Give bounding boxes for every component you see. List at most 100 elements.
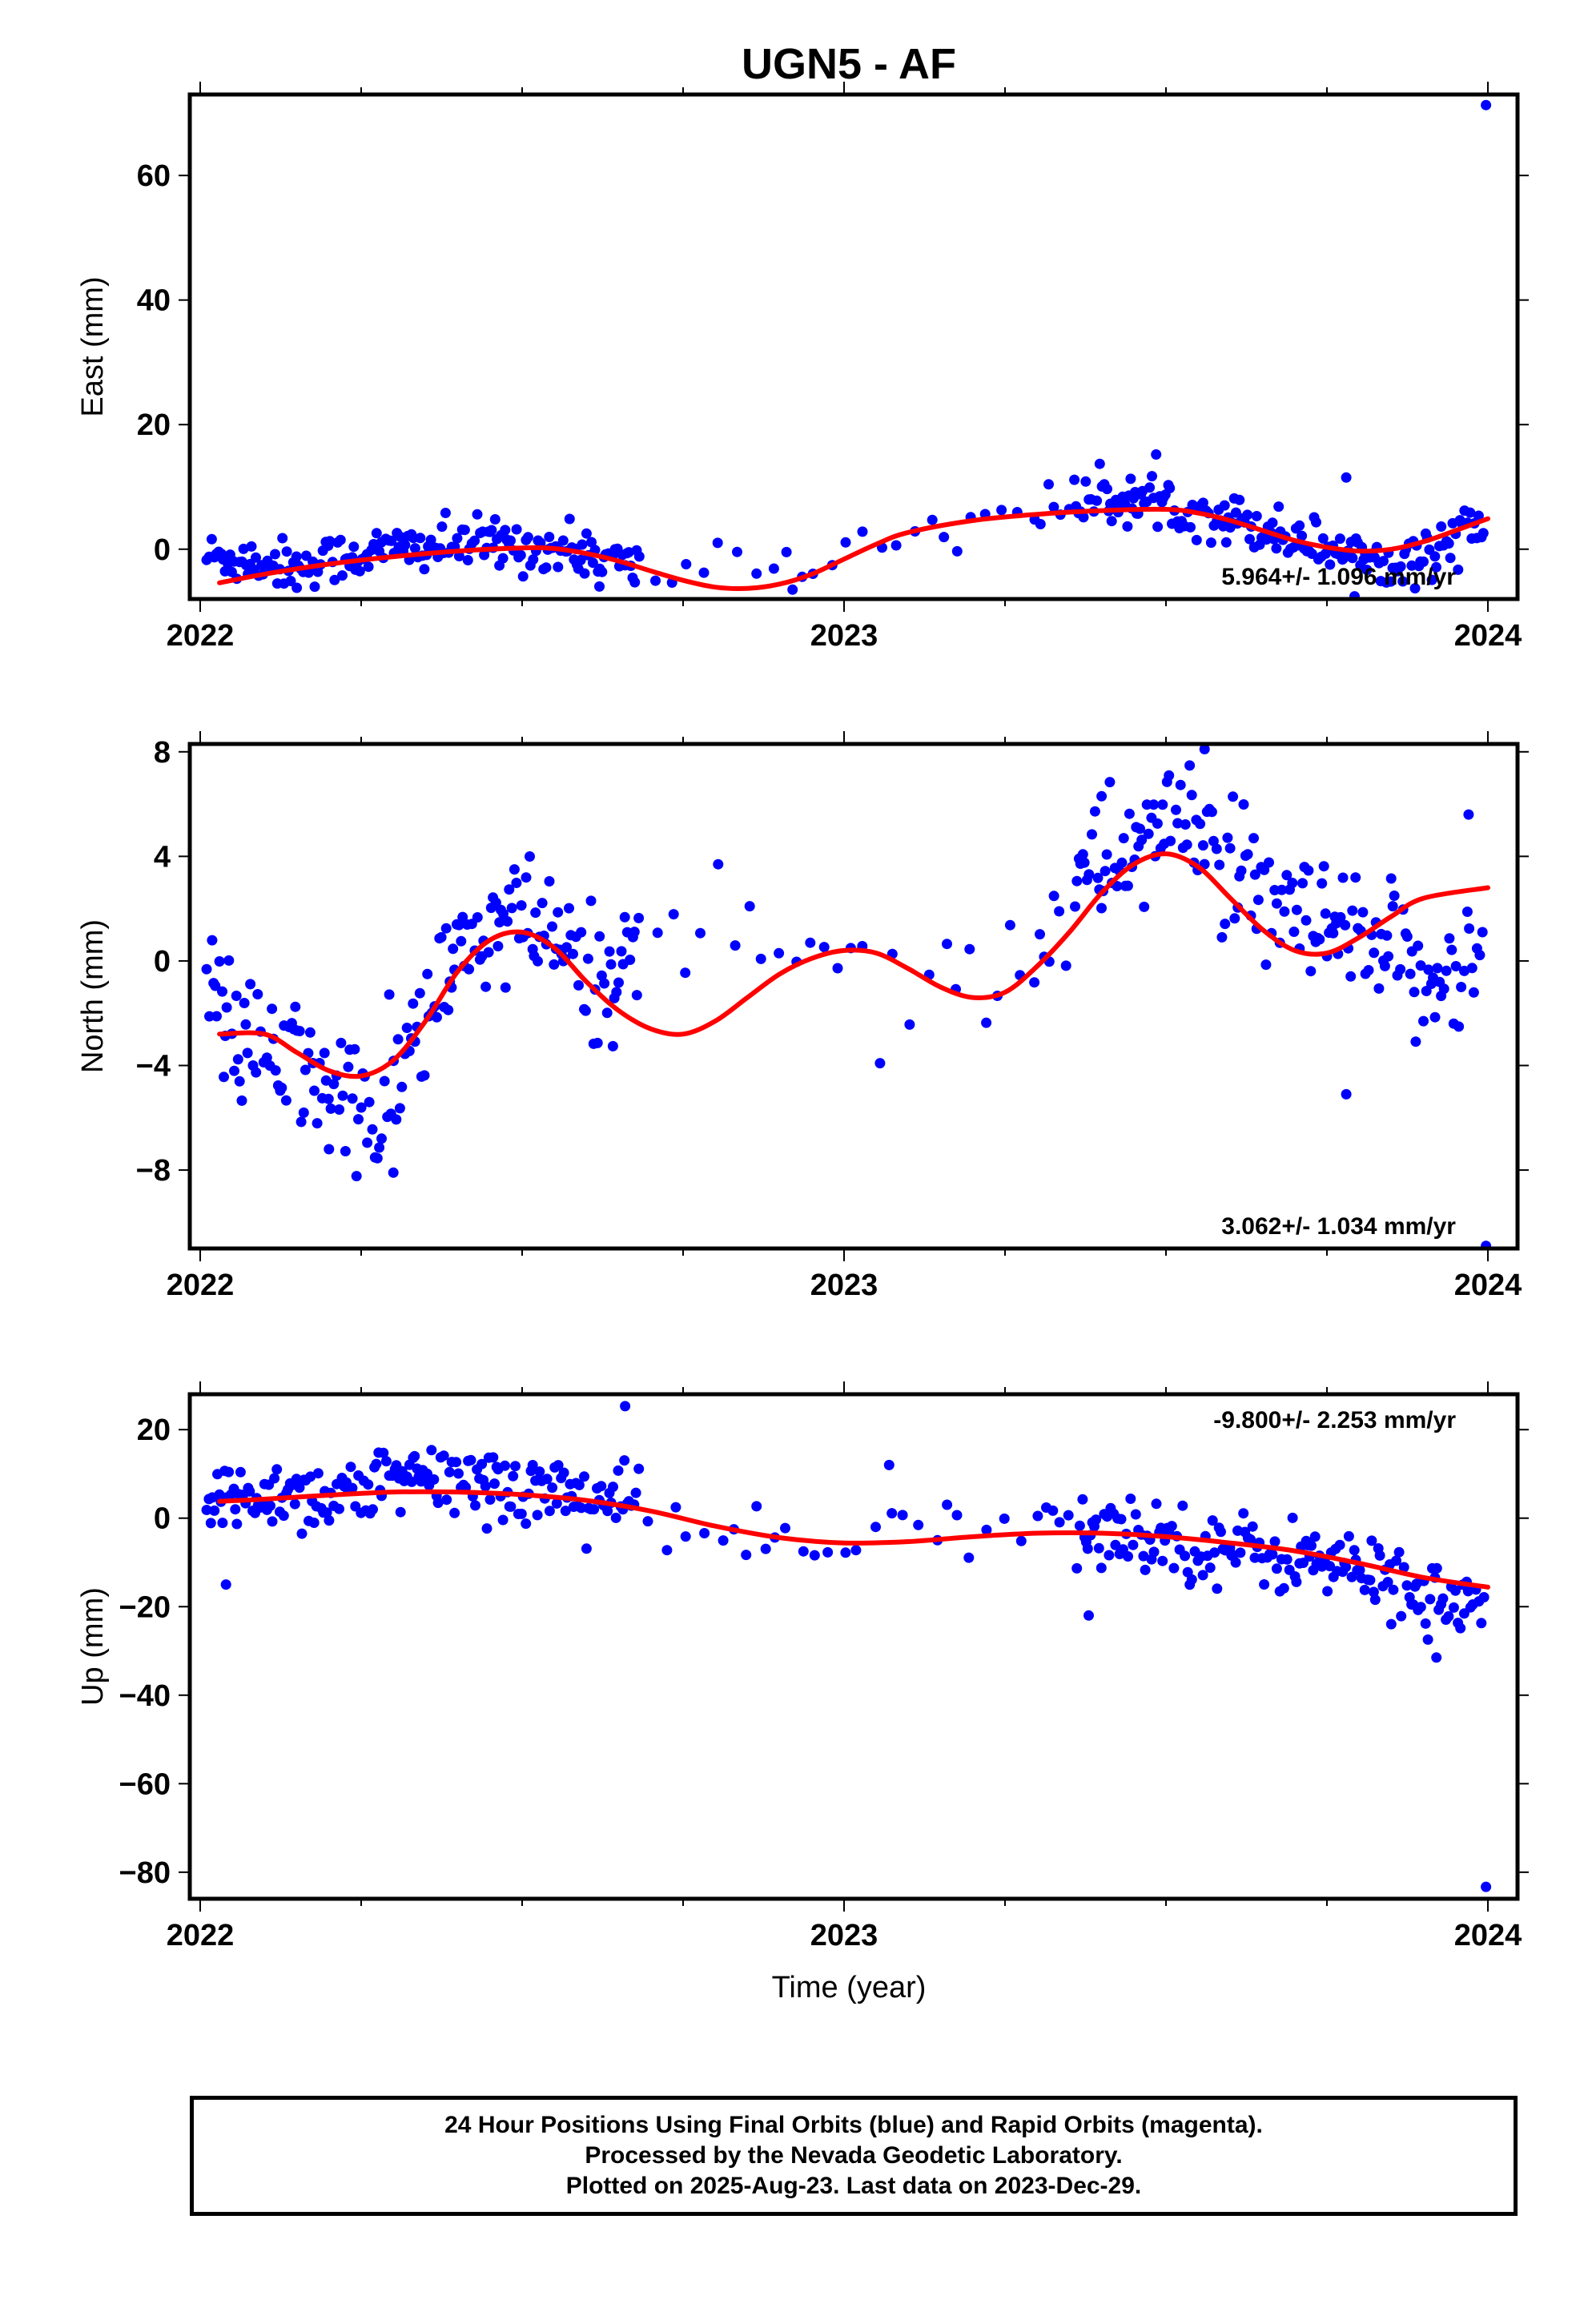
data-point [1281, 870, 1293, 881]
data-point [594, 581, 605, 592]
data-point [560, 1506, 571, 1517]
data-point [661, 1545, 673, 1556]
data-point [1328, 927, 1339, 939]
data-point [809, 1550, 820, 1561]
data-point [1423, 964, 1434, 975]
data-point [557, 535, 569, 546]
data-point [596, 1481, 607, 1492]
data-point [589, 1504, 600, 1515]
data-point [699, 1528, 710, 1538]
rate-label: 3.062+/- 1.034 mm/yr [1221, 1213, 1456, 1240]
data-point [1325, 1561, 1336, 1572]
data-point [530, 907, 541, 919]
data-point [577, 539, 588, 550]
data-point [204, 1011, 215, 1022]
y-tick-label: 20 [137, 408, 171, 442]
data-point [367, 1124, 378, 1135]
data-point [1432, 963, 1443, 974]
data-point [368, 539, 380, 549]
data-point [1185, 521, 1196, 533]
data-point [1209, 1547, 1220, 1558]
x-tick-label: 2022 [167, 1919, 235, 1952]
data-point [1347, 905, 1358, 916]
data-point [324, 1144, 335, 1155]
data-point [349, 1043, 360, 1055]
data-point [1054, 1517, 1065, 1528]
data-point [1242, 849, 1253, 860]
data-point [351, 1171, 362, 1182]
data-point [376, 1133, 387, 1144]
data-point [1478, 1592, 1490, 1602]
data-point [650, 575, 661, 586]
data-point [1082, 1543, 1093, 1554]
data-point [1418, 1015, 1429, 1027]
data-point [347, 1093, 358, 1104]
data-point [462, 555, 473, 565]
data-point [1091, 1514, 1101, 1526]
data-point [534, 1466, 545, 1478]
data-point [1157, 1555, 1168, 1566]
data-point [596, 970, 607, 981]
data-point [432, 1011, 442, 1023]
data-point [1047, 1505, 1059, 1516]
data-point [295, 1116, 307, 1128]
data-point [1181, 839, 1192, 850]
data-point [1405, 968, 1416, 979]
data-point [1074, 1520, 1085, 1531]
data-point [294, 1026, 305, 1036]
data-point [490, 897, 501, 908]
data-point [438, 1450, 449, 1462]
data-point [1180, 1550, 1191, 1562]
data-point [289, 1498, 300, 1510]
data-point [1481, 1881, 1492, 1892]
data-point [1418, 556, 1429, 567]
data-point [231, 991, 242, 1001]
data-point [1314, 934, 1325, 945]
data-point [585, 895, 597, 907]
data-point [484, 1494, 496, 1505]
data-point [1077, 849, 1088, 860]
data-point [1466, 963, 1477, 974]
data-point [1345, 971, 1357, 982]
data-point [1473, 510, 1484, 521]
data-point [1048, 501, 1059, 513]
data-point [244, 1486, 255, 1497]
data-point [712, 537, 723, 549]
data-point [505, 1501, 517, 1512]
footer-line-1: 24 Hour Positions Using Final Orbits (bl… [444, 2112, 1263, 2138]
data-point [642, 1516, 653, 1527]
data-point [1220, 537, 1232, 548]
data-point [521, 872, 532, 883]
data-point [269, 1473, 280, 1484]
data-point [1260, 959, 1272, 971]
data-point [1104, 777, 1116, 788]
data-point [452, 533, 463, 544]
data-point [1437, 1593, 1449, 1604]
data-point [419, 564, 430, 575]
data-point [1287, 878, 1298, 888]
data-point [1244, 533, 1255, 545]
data-point [713, 858, 724, 870]
data-point [1369, 947, 1380, 959]
data-point [951, 545, 963, 557]
data-point [1171, 804, 1181, 815]
data-point [1481, 99, 1492, 111]
data-point [1374, 1550, 1385, 1561]
data-point [1415, 1602, 1426, 1613]
data-point [633, 1463, 645, 1474]
data-point [1438, 983, 1449, 995]
data-point [1130, 1509, 1141, 1520]
data-point [774, 947, 785, 959]
data-point [870, 1522, 881, 1533]
data-point [1235, 1547, 1246, 1558]
data-point [391, 1114, 402, 1125]
data-point [1366, 1535, 1377, 1546]
data-point [1112, 881, 1123, 891]
data-point [516, 900, 527, 911]
data-point [1199, 744, 1210, 754]
data-point [328, 1079, 340, 1090]
data-point [510, 1461, 521, 1472]
data-point [1247, 1521, 1258, 1532]
data-point [964, 943, 975, 955]
data-point [751, 1501, 762, 1512]
